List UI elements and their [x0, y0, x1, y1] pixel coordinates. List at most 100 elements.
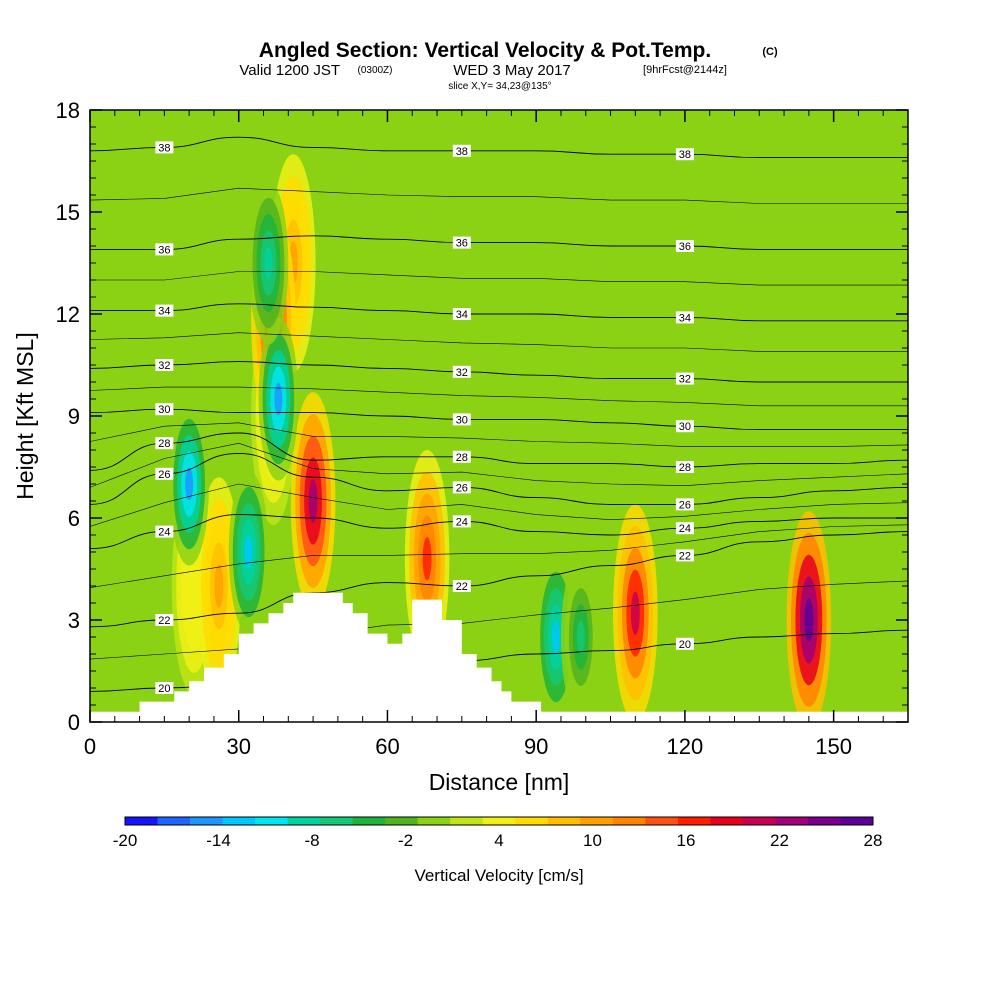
contour-line-minor [90, 386, 908, 407]
contour-label: 36 [452, 236, 471, 250]
updraft-level [308, 479, 318, 523]
colorbar-label: Vertical Velocity [cm/s] [414, 866, 583, 885]
chart-title: Angled Section: Vertical Velocity & Pot.… [259, 39, 711, 62]
contour-label: 36 [675, 240, 694, 253]
colorbar-tick-label: -8 [304, 831, 319, 850]
slice-info: slice X,Y= 34,23@135° [448, 81, 551, 92]
contour-label-bg [675, 311, 694, 324]
colorbar-tick-label: 10 [583, 831, 602, 850]
contour-line [90, 408, 908, 431]
contour-label-text: 24 [679, 523, 691, 535]
contour-label: 30 [452, 413, 471, 426]
contour-label-bg [452, 481, 471, 494]
contour-label-bg [675, 498, 694, 511]
updraft-level [422, 537, 432, 581]
contour-label: 28 [155, 437, 174, 450]
downdraft-level [576, 620, 585, 654]
contour-label-text: 22 [456, 581, 468, 593]
terrain [90, 592, 908, 722]
colorbar-swatch [157, 817, 191, 825]
forecast-info: [9hrFcst@2144z] [643, 64, 727, 76]
utc-time: (0300Z) [357, 65, 392, 76]
contour-label: 34 [452, 308, 471, 321]
contour-label-bg [155, 359, 174, 371]
colorbar-tick-label: 28 [864, 831, 883, 850]
contour-label-text: 30 [158, 404, 170, 416]
contour-label: 36 [155, 243, 174, 256]
contour-label-bg [675, 148, 694, 161]
colorbar-swatch [840, 817, 874, 825]
contour-label-bg [675, 420, 694, 433]
contour-label-bg [452, 236, 471, 249]
valid-time: Valid 1200 JST [239, 62, 340, 79]
x-tick-label: 30 [226, 734, 250, 759]
downdraft-cell [228, 470, 269, 634]
colorbar-tick-label: 16 [677, 831, 696, 850]
contour-line-minor [90, 422, 908, 447]
contour-label-text: 36 [456, 238, 468, 250]
colorbar-swatch [417, 817, 451, 825]
colorbar-swatch [320, 817, 354, 825]
copyright-mark: (C) [762, 46, 778, 58]
contour-label-bg [155, 682, 174, 694]
updraft-level [630, 591, 640, 635]
contour-label: 26 [452, 481, 471, 494]
theta-contour-34: 34 34 34 [90, 271, 908, 324]
contour-line [90, 136, 908, 159]
updraft-level [189, 564, 199, 608]
y-tick-label: 12 [56, 302, 80, 327]
colorbar-swatch [385, 817, 419, 825]
downdraft-level [264, 246, 273, 280]
contour-label: 30 [675, 420, 694, 433]
contour-line-minor [90, 442, 908, 488]
contour-label-text: 36 [679, 241, 691, 253]
updraft-level [214, 564, 224, 608]
colorbar-swatch [287, 817, 321, 825]
contour-label: 22 [675, 549, 694, 562]
colorbar-tick-label: -2 [398, 831, 413, 850]
x-tick-label: 150 [815, 734, 852, 759]
contour-line [90, 514, 908, 550]
contour-label: 24 [155, 525, 174, 539]
contour-line [90, 452, 908, 505]
contour-label: 22 [452, 580, 471, 593]
downdraft-level [274, 382, 283, 416]
theta-contour-28: 28 28 28 [90, 422, 908, 474]
colorbar-swatch [450, 817, 484, 825]
colorbar-swatch [742, 817, 776, 825]
colorbar-swatch [547, 817, 581, 825]
valid-date: WED 3 May 2017 [453, 62, 571, 79]
colorbar-swatch [352, 817, 386, 825]
contour-label-bg [452, 413, 471, 426]
contour-label-text: 28 [679, 462, 691, 474]
contour-label-bg [675, 637, 694, 650]
y-axis-label: Height [Kft MSL] [12, 332, 38, 499]
contour-label-bg [675, 240, 694, 252]
contour-line-minor [90, 483, 908, 527]
contour-label: 38 [675, 148, 694, 161]
contour-label: 32 [452, 365, 471, 379]
contour-label-text: 38 [158, 142, 170, 154]
contour-label: 28 [452, 450, 471, 464]
updraft-cell [290, 392, 336, 610]
plot-area: 2020202222222424242626262828283030303232… [90, 110, 908, 722]
contour-label-bg [675, 461, 694, 473]
colorbar-swatch [222, 817, 256, 825]
downdraft-cell [560, 555, 601, 719]
colorbar-swatch [775, 817, 809, 825]
contour-label-text: 38 [456, 146, 468, 158]
contour-label: 32 [155, 359, 174, 372]
contour-label: 26 [675, 498, 694, 511]
contour-label: 28 [675, 461, 694, 474]
colorbar-swatch [677, 817, 711, 825]
contour-label-bg [155, 141, 174, 154]
y-tick-label: 9 [68, 404, 80, 429]
contour-label: 20 [675, 637, 694, 651]
contour-label: 20 [155, 682, 174, 695]
contour-line [90, 361, 908, 383]
contour-label-text: 20 [679, 639, 691, 651]
contour-label-bg [155, 614, 174, 626]
contour-label-text: 28 [158, 438, 170, 450]
